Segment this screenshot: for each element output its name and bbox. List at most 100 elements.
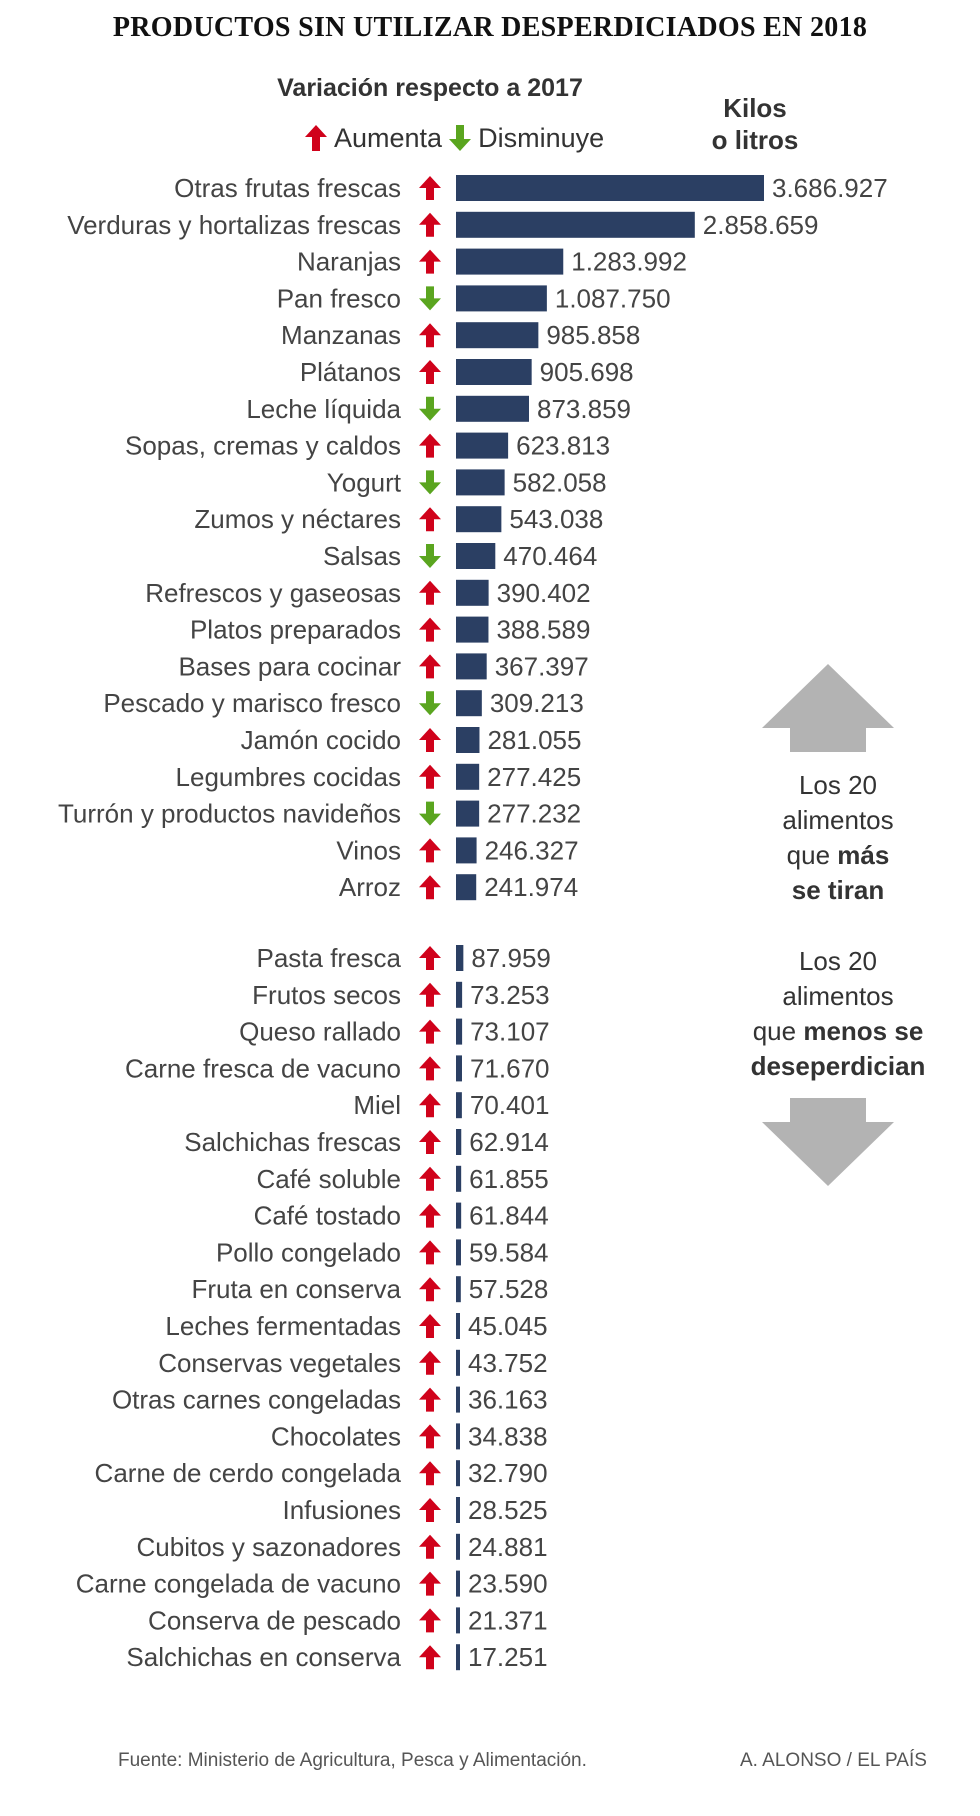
- bar: [456, 837, 477, 864]
- bar: [456, 248, 564, 275]
- bar: [456, 727, 480, 753]
- arrow-up-icon: [419, 946, 441, 970]
- bar: [456, 1570, 460, 1597]
- bar-value-label: 246.327: [485, 835, 579, 865]
- bar-row: Platos preparados 388.589: [190, 615, 590, 645]
- bar-label: Pasta fresca: [256, 943, 401, 973]
- legend-heading: Variación respecto a 2017: [277, 74, 583, 102]
- bar: [456, 175, 764, 201]
- bar-row: Jamón cocido 281.055: [241, 725, 582, 755]
- bar-row: Leches fermentadas 45.045: [165, 1311, 547, 1341]
- arrow-up-icon: [419, 1608, 441, 1633]
- top-note-line1: Los 20: [798, 770, 878, 800]
- bar: [456, 690, 482, 717]
- bar-value-label: 17.251: [468, 1642, 548, 1672]
- bar-label: Salsas: [323, 541, 401, 571]
- arrow-up-icon: [419, 617, 441, 642]
- bar-value-label: 28.525: [468, 1495, 548, 1525]
- bar-label: Refrescos y gaseosas: [145, 578, 401, 608]
- bar-label: Fruta en conserva: [191, 1274, 401, 1304]
- bar: [456, 1018, 463, 1045]
- bar: [456, 359, 532, 385]
- bar-label: Yogurt: [327, 467, 402, 497]
- arrow-up-icon: [419, 875, 441, 900]
- bar-value-label: 277.232: [487, 799, 581, 829]
- bottom-note-line2: alimentos: [782, 981, 894, 1011]
- bar: [456, 1386, 460, 1413]
- bar-row: Sopas, cremas y caldos 623.813: [125, 431, 610, 461]
- bar-label: Jamón cocido: [241, 725, 401, 755]
- bar-row: Salchichas frescas 62.914: [184, 1127, 549, 1157]
- bar-row: Salchichas en conserva 17.251: [126, 1642, 547, 1672]
- bar-label: Salchichas frescas: [184, 1127, 401, 1157]
- bar: [456, 1313, 460, 1339]
- bar-row: Otras carnes congeladas 36.163: [112, 1385, 548, 1415]
- bar-row: Chocolates 34.838: [271, 1421, 548, 1451]
- bar-row: Verduras y hortalizas frescas 2.858.659: [67, 210, 818, 240]
- bar-value-label: 3.686.927: [772, 173, 888, 203]
- bar-value-label: 24.881: [468, 1532, 548, 1562]
- arrow-up-icon: [419, 1240, 441, 1265]
- arrow-up-icon: [419, 764, 441, 789]
- bar-label: Turrón y productos navideños: [58, 799, 401, 829]
- bar-row: Zumos y néctares 543.038: [194, 504, 603, 534]
- arrow-down-icon: [419, 286, 441, 311]
- bar-value-label: 390.402: [497, 578, 591, 608]
- bar-label: Arroz: [339, 872, 401, 902]
- bar-row: Plátanos 905.698: [300, 357, 634, 387]
- arrow-up-icon: [419, 1350, 441, 1375]
- arrow-up-icon: [419, 1056, 441, 1081]
- bar-label: Sopas, cremas y caldos: [125, 431, 401, 461]
- top-note-line3-plain: que: [786, 840, 831, 870]
- top-note-line3-bold: más: [837, 840, 890, 870]
- bar: [456, 469, 505, 496]
- bar-label: Platos preparados: [190, 615, 401, 645]
- bar-row: Infusiones 28.525: [282, 1495, 547, 1525]
- bar: [456, 1129, 462, 1155]
- bar-value-label: 61.844: [469, 1201, 549, 1231]
- bar-label: Frutos secos: [252, 980, 401, 1010]
- arrow-up-icon: [419, 249, 441, 274]
- top-note-line2: alimentos: [782, 805, 894, 835]
- bar: [456, 763, 480, 790]
- bar: [456, 1276, 461, 1303]
- bar-value-label: 70.401: [470, 1090, 550, 1120]
- bar-row: Fruta en conserva 57.528: [191, 1274, 548, 1304]
- arrow-down-icon: [419, 801, 441, 826]
- bar-label: Manzanas: [281, 320, 401, 350]
- big-up-arrow-icon: [762, 664, 894, 752]
- bar: [456, 800, 480, 827]
- bar-row: Yogurt 582.058: [327, 467, 607, 497]
- bar: [456, 981, 463, 1008]
- top-note-line4: se tiran: [748, 873, 928, 908]
- bar-row: Pollo congelado 59.584: [216, 1237, 549, 1267]
- arrow-up-icon: [419, 1277, 441, 1302]
- bar-label: Legumbres cocidas: [176, 762, 401, 792]
- bar-value-label: 873.859: [537, 394, 631, 424]
- arrow-up-icon: [419, 1498, 441, 1522]
- arrow-up-icon: [419, 1645, 441, 1670]
- bar-row: Pan fresco 1.087.750: [277, 283, 671, 313]
- bar-row: Carne fresca de vacuno 71.670: [125, 1053, 550, 1083]
- bar-value-label: 281.055: [487, 725, 581, 755]
- bar-label: Otras carnes congeladas: [112, 1385, 401, 1415]
- bar: [456, 1092, 462, 1119]
- top-note-line3: que más: [748, 838, 928, 873]
- bar-label: Carne congelada de vacuno: [76, 1569, 401, 1599]
- bar-label: Carne de cerdo congelada: [95, 1458, 402, 1488]
- bar-value-label: 985.858: [546, 320, 640, 350]
- bar-label: Vinos: [336, 835, 401, 865]
- bottom-note-line4-bold: deseperdician: [750, 1051, 926, 1081]
- bar-row: Pasta fresca 87.959: [256, 943, 550, 973]
- arrow-up-icon: [419, 1019, 441, 1044]
- bar-value-label: 241.974: [484, 872, 578, 902]
- bottom-note-line4: deseperdician: [748, 1049, 928, 1084]
- bar: [456, 1239, 461, 1266]
- bar-label: Salchichas en conserva: [126, 1642, 401, 1672]
- bar-row: Queso rallado 73.107: [239, 1017, 550, 1047]
- bar-value-label: 277.425: [487, 762, 581, 792]
- arrow-down-icon: [419, 691, 441, 716]
- bar-group-bottom20: Pasta fresca 87.959 Frutos secos 73.253 Ques…: [76, 943, 551, 1672]
- bar-label: Carne fresca de vacuno: [125, 1053, 401, 1083]
- arrow-up-icon: [419, 654, 441, 679]
